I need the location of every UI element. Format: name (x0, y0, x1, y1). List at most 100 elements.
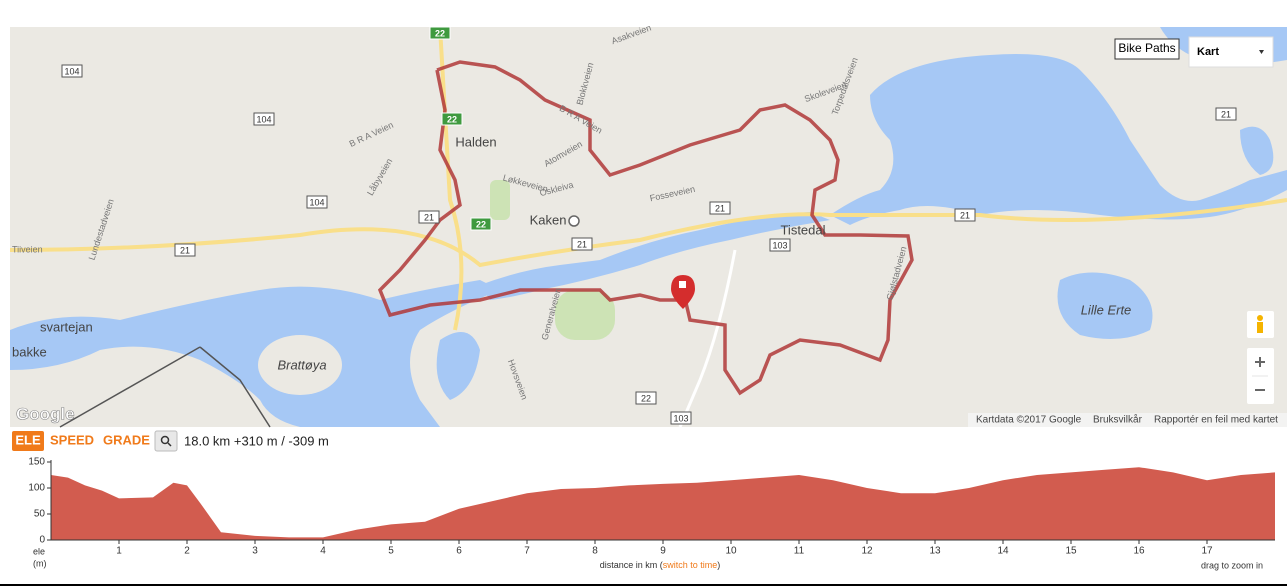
road-shield (61, 64, 83, 78)
road-number: 104 (64, 66, 79, 76)
road-shield (635, 391, 657, 405)
place-label: Halden (455, 134, 496, 149)
zoom-button[interactable] (154, 430, 178, 452)
road-number: 21 (424, 212, 434, 222)
y-axis-unit: (m) (33, 558, 47, 568)
road-shield (429, 26, 451, 40)
road-shield (306, 195, 328, 209)
road-number: 22 (447, 114, 457, 124)
x-tick-label: 7 (524, 546, 530, 557)
route (377, 60, 914, 396)
y-tick-label: 0 (39, 535, 45, 546)
x-label-text: distance in km ( (600, 560, 663, 570)
x-tick-label: 12 (861, 546, 873, 557)
place-label: bakke (12, 344, 47, 359)
road-number: 21 (577, 239, 587, 249)
report-link[interactable]: Rapportér en feil med kartet (1154, 415, 1278, 426)
road-number: 22 (641, 393, 651, 403)
road (438, 26, 464, 331)
marker-icon (679, 281, 686, 288)
place-label: svartejan (40, 319, 93, 334)
x-tick-label: 2 (184, 546, 190, 557)
place-label: Tistedal (780, 222, 825, 237)
map-type-label: Kart (1197, 46, 1219, 58)
tab[interactable]: ELE (15, 432, 41, 447)
road-shield (954, 208, 976, 222)
road-shield (769, 238, 791, 252)
terms-link[interactable]: Bruksvilkår (1093, 414, 1143, 426)
map-marker[interactable] (671, 275, 695, 309)
hint: drag to zoom in (1201, 560, 1263, 570)
road-number: 22 (476, 219, 486, 229)
x-tick-label: 11 (794, 546, 805, 557)
road-shield (1215, 107, 1237, 121)
y-tick-label: 150 (28, 457, 45, 468)
park (490, 180, 510, 220)
magnifier (160, 435, 170, 445)
zoom-in[interactable] (1255, 357, 1265, 367)
x-tick-label: 14 (997, 546, 1009, 557)
bike-paths-label: Bike Paths (1118, 41, 1175, 55)
x-tick-label: 9 (660, 546, 666, 557)
pegman (1257, 315, 1263, 321)
magnifier (167, 442, 172, 447)
place-label: Kaken (530, 212, 567, 227)
road-number: 22 (435, 28, 445, 38)
road-shield (571, 237, 593, 251)
y-tick-label: 100 (28, 483, 45, 494)
road-shield (418, 210, 440, 224)
water-lake (830, 54, 1287, 225)
tab[interactable]: GRADE (103, 432, 150, 447)
x-tick-label: 15 (1065, 546, 1077, 557)
street-label: Tiiveien (12, 244, 43, 254)
summary: 18.0 km +310 m / -309 m (184, 433, 329, 448)
road-number: 21 (1221, 109, 1231, 119)
water-bay (436, 332, 480, 400)
x-label-text: ) (717, 560, 720, 570)
pegman (1257, 322, 1263, 333)
park (555, 290, 615, 340)
x-tick-label: 3 (252, 546, 258, 557)
map[interactable]: Halden Kaken Tistedal Brattøya Lille Ert… (9, 23, 1287, 428)
road-shield (470, 217, 492, 231)
y-tick-label: 50 (34, 509, 46, 520)
x-tick-label: 17 (1201, 546, 1213, 557)
x-tick-label: 4 (320, 546, 326, 557)
poi-icon (568, 215, 580, 227)
road-number: 21 (715, 203, 725, 213)
x-tick-label: 5 (388, 546, 394, 557)
road (9, 198, 1287, 268)
attribution: Kartdata ©2017 Google (976, 415, 1082, 426)
y-axis-label: ele (33, 546, 45, 556)
tab-active-bg (12, 431, 44, 451)
elevation-area (51, 467, 1275, 540)
x-axis-label: distance in km (switch to time) (600, 560, 721, 570)
border-line (59, 346, 201, 428)
road-shield (670, 411, 692, 425)
road-number: 103 (772, 240, 787, 250)
x-tick-label: 10 (725, 546, 737, 557)
water-river (480, 212, 830, 300)
road-shield (709, 201, 731, 215)
water-lake (1240, 126, 1274, 175)
switch-link[interactable]: switch to time (663, 560, 718, 570)
road-number: 21 (960, 210, 970, 220)
dropdown-arrow (1259, 50, 1264, 54)
place-label: Lille Erte (1081, 302, 1132, 317)
road-shield (441, 112, 463, 126)
road-number: 103 (673, 413, 688, 423)
road-number: 104 (309, 197, 324, 207)
island (258, 335, 342, 395)
x-tick-label: 13 (929, 546, 941, 557)
water-lake (1057, 272, 1153, 339)
x-tick-label: 16 (1133, 546, 1145, 557)
x-tick-label: 8 (592, 546, 598, 557)
road-shield (174, 243, 196, 257)
x-tick-label: 6 (456, 546, 462, 557)
map-type-select[interactable] (1188, 36, 1274, 68)
road-shield (253, 112, 275, 126)
road-shields: 22 22 22 104 104 104 21 21 21 21 21 21 103 22 103 (61, 26, 1237, 425)
bike-paths-button[interactable] (1114, 38, 1180, 60)
tab[interactable]: SPEED (50, 432, 94, 447)
